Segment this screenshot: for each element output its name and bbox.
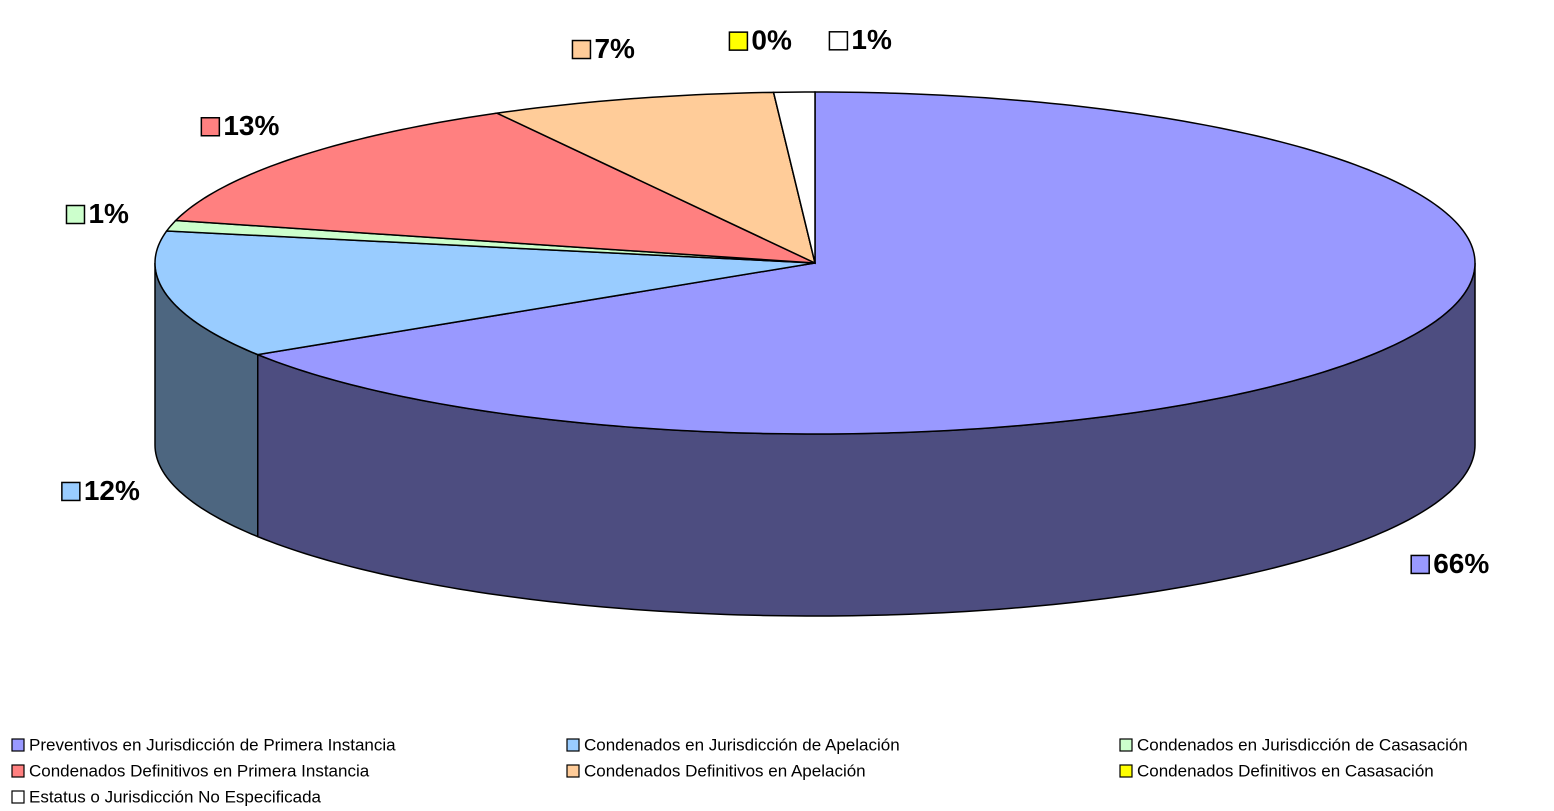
label-swatch (200, 117, 221, 137)
label-swatch (728, 31, 749, 51)
legend-swatch (11, 738, 25, 752)
label-swatch (61, 481, 81, 502)
slice (174, 112, 816, 264)
slice (494, 91, 817, 265)
legend-swatch (1119, 764, 1133, 778)
slice (154, 230, 816, 356)
label-swatch (65, 204, 86, 225)
legend-label: Condenados en Jurisdicción de Casasación (1137, 735, 1468, 754)
label-swatch (828, 31, 849, 51)
legend-swatch (566, 738, 580, 752)
data-label: 66% (1433, 548, 1489, 579)
data-label: 1% (851, 24, 892, 55)
slice (772, 91, 816, 264)
legend-label: Condenados en Jurisdicción de Apelación (584, 735, 900, 754)
legend-swatch (11, 790, 25, 804)
legend-label: Estatus o Jurisdicción No Especificada (29, 787, 322, 806)
data-label: 13% (223, 110, 279, 141)
data-label: 0% (751, 25, 792, 56)
legend-swatch (11, 764, 25, 778)
legend-label: Condenados Definitivos en Primera Instan… (29, 761, 370, 780)
data-label: 12% (84, 475, 140, 506)
data-label: 7% (594, 33, 635, 64)
label-swatch (1410, 554, 1430, 575)
legend-label: Condenados Definitivos en Apelación (584, 761, 866, 780)
legend-label: Preventivos en Jurisdicción de Primera I… (29, 735, 396, 754)
legend-swatch (1119, 738, 1133, 752)
data-label: 1% (88, 198, 129, 229)
slice (254, 91, 1476, 435)
legend-label: Condenados Definitivos en Casasación (1137, 761, 1434, 780)
legend-swatch (566, 764, 580, 778)
label-swatch (571, 39, 592, 60)
